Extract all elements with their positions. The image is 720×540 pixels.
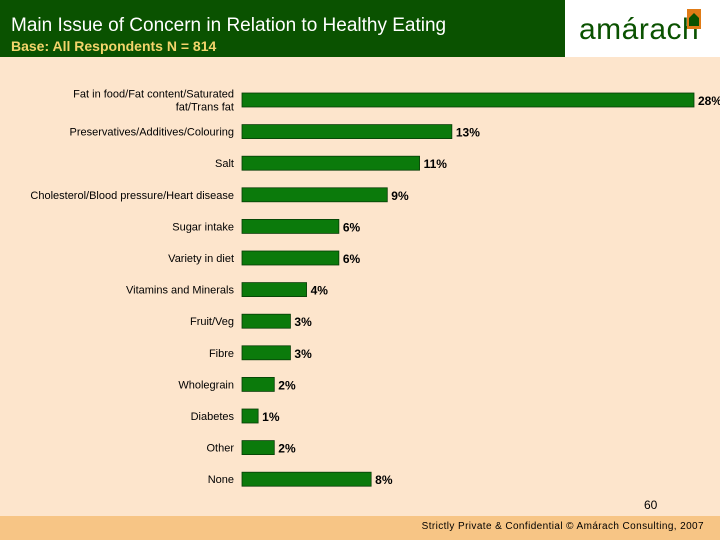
- bar-10: [241, 408, 259, 424]
- bar-3: [241, 187, 388, 203]
- logo-text: amárach: [579, 13, 700, 46]
- category-label-6: Vitamins and Minerals: [126, 285, 235, 297]
- bar-2: [241, 155, 420, 171]
- value-label-4: 6%: [343, 220, 361, 234]
- title-band: Main Issue of Concern in Relation to Hea…: [0, 0, 565, 57]
- category-label-2: Salt: [215, 158, 234, 170]
- bar-12: [241, 471, 372, 487]
- page-number: 60: [644, 498, 658, 512]
- logo-house-icon: [687, 9, 701, 29]
- value-label-11: 2%: [278, 442, 296, 456]
- value-label-1: 13%: [456, 126, 480, 140]
- bar-5: [241, 250, 340, 266]
- bar-4: [241, 218, 340, 234]
- value-label-5: 6%: [343, 252, 361, 266]
- category-label-10: Diabetes: [191, 411, 235, 423]
- page-subtitle: Base: All Respondents N = 814: [11, 38, 217, 54]
- header: Main Issue of Concern in Relation to Hea…: [0, 0, 720, 57]
- category-label-9: Wholegrain: [178, 379, 234, 391]
- bar-chart: 28% Fat in food/Fat content/Saturated fat/…: [30, 89, 720, 488]
- footer: Strictly Private & Confidential © Amárac…: [0, 516, 720, 540]
- value-label-10: 1%: [262, 410, 280, 424]
- amarach-logo: amárach: [565, 0, 720, 57]
- category-label-7: Fruit/Veg: [190, 316, 234, 328]
- bar-8: [241, 345, 291, 361]
- category-label-11: Other: [206, 443, 234, 455]
- category-label-4: Sugar intake: [172, 221, 234, 233]
- bar-0: [241, 92, 695, 108]
- category-label-3: Cholesterol/Blood pressure/Heart disease: [30, 190, 234, 202]
- value-label-7: 3%: [294, 315, 312, 329]
- bar-6: [241, 282, 307, 298]
- category-label-5: Variety in diet: [168, 253, 234, 265]
- category-label-1: Preservatives/Additives/Colouring: [70, 127, 234, 139]
- category-label-0: Fat in food/Fat content/Saturated fat/Tra…: [73, 89, 234, 114]
- value-label-8: 3%: [294, 347, 312, 361]
- value-label-3: 9%: [391, 189, 409, 203]
- bar-7: [241, 313, 291, 329]
- bar-9: [241, 376, 275, 392]
- page-title: Main Issue of Concern in Relation to Hea…: [11, 15, 447, 36]
- value-label-9: 2%: [278, 378, 296, 392]
- footer-text: Strictly Private & Confidential © Amárac…: [421, 521, 704, 532]
- value-label-2: 11%: [424, 157, 448, 171]
- value-label-0: 28%: [698, 94, 720, 108]
- value-label-6: 4%: [311, 284, 329, 298]
- category-label-12: None: [208, 474, 234, 486]
- value-label-12: 8%: [375, 473, 393, 487]
- bar-1: [241, 124, 453, 139]
- bar-11: [241, 440, 275, 456]
- category-label-8: Fibre: [209, 348, 234, 360]
